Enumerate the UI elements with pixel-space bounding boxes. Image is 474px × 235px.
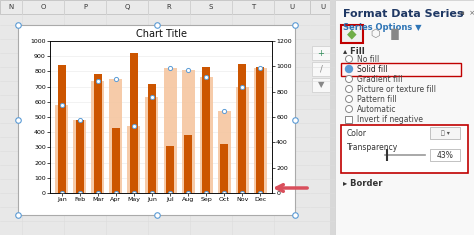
Bar [94, 74, 101, 193]
Text: R: R [167, 4, 172, 10]
Bar [0, 0, 22, 14]
Text: Format Data Series: Format Data Series [343, 9, 464, 19]
Circle shape [346, 106, 353, 113]
Bar [341, 63, 461, 76]
Text: /: / [319, 64, 322, 74]
Text: O: O [40, 4, 46, 10]
Bar [330, 0, 335, 235]
Text: ▪  ×: ▪ × [460, 10, 474, 16]
Text: Transparency: Transparency [347, 142, 398, 152]
Bar [55, 105, 68, 193]
Bar [76, 120, 83, 193]
Title: Chart Title: Chart Title [136, 29, 186, 39]
Bar [312, 46, 330, 60]
Bar [106, 0, 148, 14]
Bar [218, 111, 231, 193]
Bar [274, 0, 310, 14]
Bar [345, 116, 352, 123]
Bar [430, 149, 460, 161]
Circle shape [346, 86, 353, 93]
Text: Automatic: Automatic [357, 105, 396, 114]
Bar [91, 81, 104, 193]
Text: S: S [209, 4, 213, 10]
Circle shape [346, 75, 353, 82]
Text: Q: Q [124, 4, 130, 10]
Bar [148, 0, 190, 14]
Bar [184, 135, 192, 193]
Text: +: + [318, 48, 324, 58]
Text: ▐▌: ▐▌ [386, 28, 403, 40]
Bar [22, 0, 64, 14]
Bar [202, 67, 210, 193]
Circle shape [346, 66, 353, 73]
Circle shape [346, 95, 353, 102]
Text: P: P [83, 4, 87, 10]
Text: Gradient fill: Gradient fill [357, 74, 402, 83]
Bar [310, 0, 335, 14]
Bar [312, 78, 330, 92]
Text: T: T [251, 4, 255, 10]
Text: Color: Color [347, 129, 367, 137]
Bar [146, 97, 158, 193]
Text: 🎨 ▾: 🎨 ▾ [440, 130, 449, 136]
Text: ▴ Fill: ▴ Fill [343, 47, 365, 56]
Bar [58, 65, 65, 193]
Text: ⬡: ⬡ [370, 29, 380, 39]
Bar [200, 78, 213, 193]
Bar [73, 120, 86, 193]
Bar [128, 126, 140, 193]
Bar [148, 84, 156, 193]
Text: ▼: ▼ [318, 81, 324, 90]
Text: U: U [290, 4, 294, 10]
Bar [238, 64, 246, 193]
Text: U: U [320, 4, 325, 10]
Bar [109, 79, 122, 193]
Bar [341, 25, 363, 43]
FancyArrowPatch shape [277, 185, 307, 191]
Bar [220, 144, 228, 193]
Bar [312, 62, 330, 76]
Text: N: N [9, 4, 14, 10]
Bar [254, 68, 267, 193]
Text: 43%: 43% [437, 150, 454, 160]
Bar [18, 25, 295, 215]
Circle shape [346, 55, 353, 63]
Bar [232, 0, 274, 14]
Bar [182, 70, 194, 193]
Text: Solid fill: Solid fill [357, 64, 388, 74]
Bar [164, 68, 176, 193]
Bar [130, 53, 138, 193]
Bar [341, 125, 468, 173]
Bar [166, 146, 174, 193]
Text: Picture or texture fill: Picture or texture fill [357, 85, 436, 94]
Bar [430, 127, 460, 139]
Bar [64, 0, 106, 14]
Text: Pattern fill: Pattern fill [357, 94, 397, 103]
Text: Series Options ▼: Series Options ▼ [343, 23, 422, 32]
Text: ▸ Border: ▸ Border [343, 179, 383, 188]
Bar [190, 0, 232, 14]
Text: ◆: ◆ [347, 27, 357, 40]
Text: No fill: No fill [357, 55, 379, 63]
Text: Invert if negative: Invert if negative [357, 114, 423, 124]
Bar [236, 87, 249, 193]
Bar [112, 128, 119, 193]
Bar [256, 67, 264, 193]
